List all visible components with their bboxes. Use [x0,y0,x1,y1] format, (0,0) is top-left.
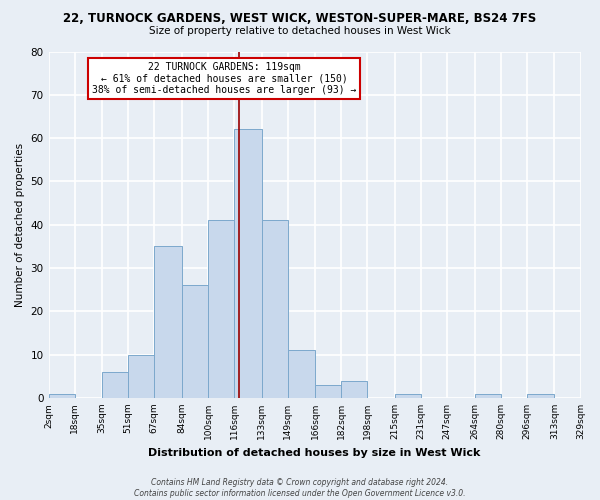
Y-axis label: Number of detached properties: Number of detached properties [15,142,25,307]
Bar [154,246,182,398]
Bar [287,350,316,398]
Text: Size of property relative to detached houses in West Wick: Size of property relative to detached ho… [149,26,451,36]
Bar [208,220,234,398]
Bar [262,220,287,398]
Bar [527,394,554,398]
Bar [102,372,128,398]
Bar [49,394,74,398]
Bar [182,286,208,398]
Bar [128,354,154,398]
Bar [395,394,421,398]
Bar [316,385,341,398]
Bar [234,130,262,398]
X-axis label: Distribution of detached houses by size in West Wick: Distribution of detached houses by size … [148,448,481,458]
Text: 22, TURNOCK GARDENS, WEST WICK, WESTON-SUPER-MARE, BS24 7FS: 22, TURNOCK GARDENS, WEST WICK, WESTON-S… [64,12,536,26]
Bar [341,380,367,398]
Text: 22 TURNOCK GARDENS: 119sqm
← 61% of detached houses are smaller (150)
38% of sem: 22 TURNOCK GARDENS: 119sqm ← 61% of deta… [92,62,356,95]
Text: Contains HM Land Registry data © Crown copyright and database right 2024.
Contai: Contains HM Land Registry data © Crown c… [134,478,466,498]
Bar [475,394,501,398]
